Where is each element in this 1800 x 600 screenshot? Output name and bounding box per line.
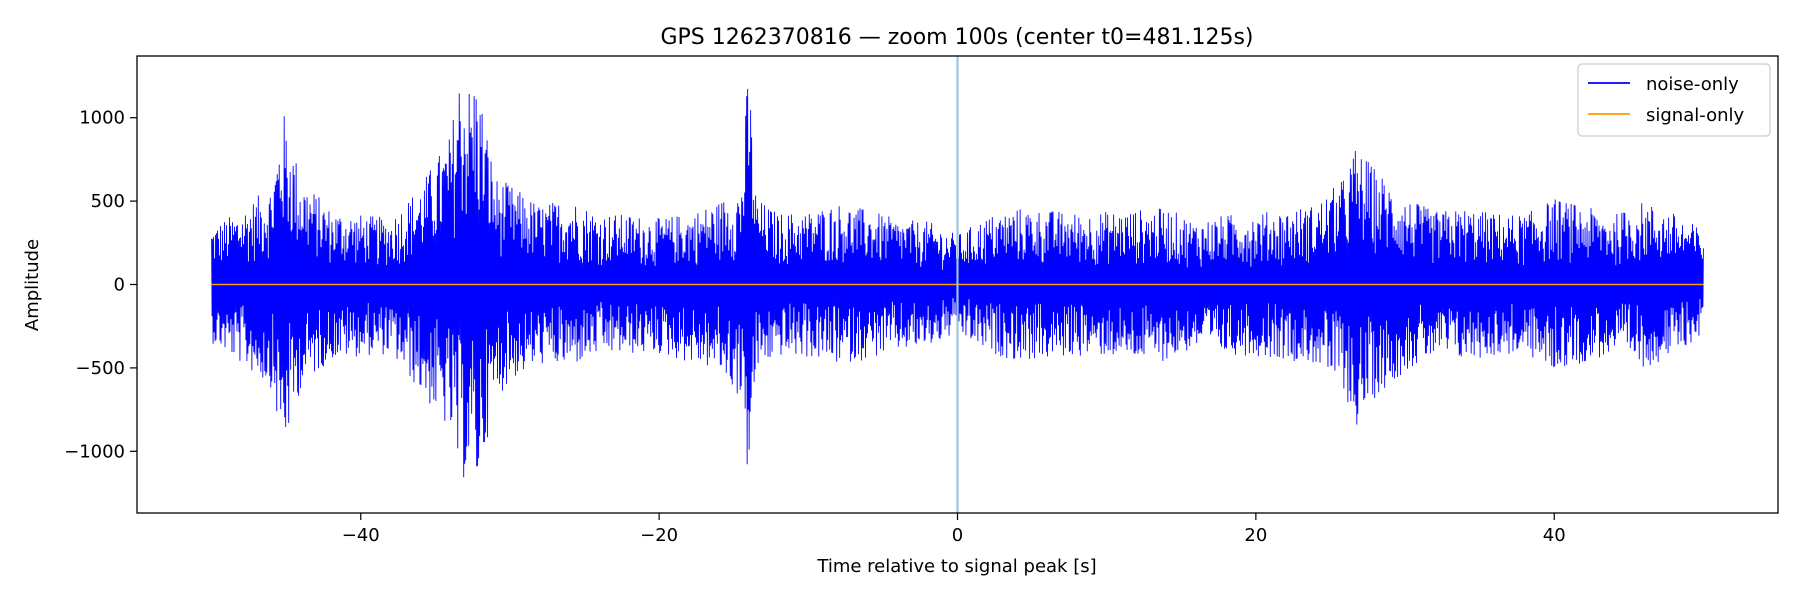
legend-label-signal-only: signal-only [1646,105,1744,126]
x-tick-label: 20 [1244,525,1267,546]
legend-label-noise-only: noise-only [1646,74,1739,95]
x-tick-label: −20 [640,525,678,546]
y-tick-label: 0 [114,275,125,296]
x-tick-label: −40 [342,525,380,546]
legend: noise-only signal-only [1577,63,1771,137]
x-tick-label: 40 [1543,525,1566,546]
x-tick-label: 0 [952,525,963,546]
chart-title: GPS 1262370816 — zoom 100s (center t0=48… [660,25,1253,50]
y-tick-label: 1000 [79,108,125,129]
x-axis-label: Time relative to signal peak [s] [816,556,1096,577]
y-tick-label: −1000 [64,441,125,462]
y-tick-label: −500 [76,358,125,379]
y-tick-label: 500 [91,191,125,212]
legend-box [1577,63,1771,137]
y-axis-label: Amplitude [22,239,43,331]
